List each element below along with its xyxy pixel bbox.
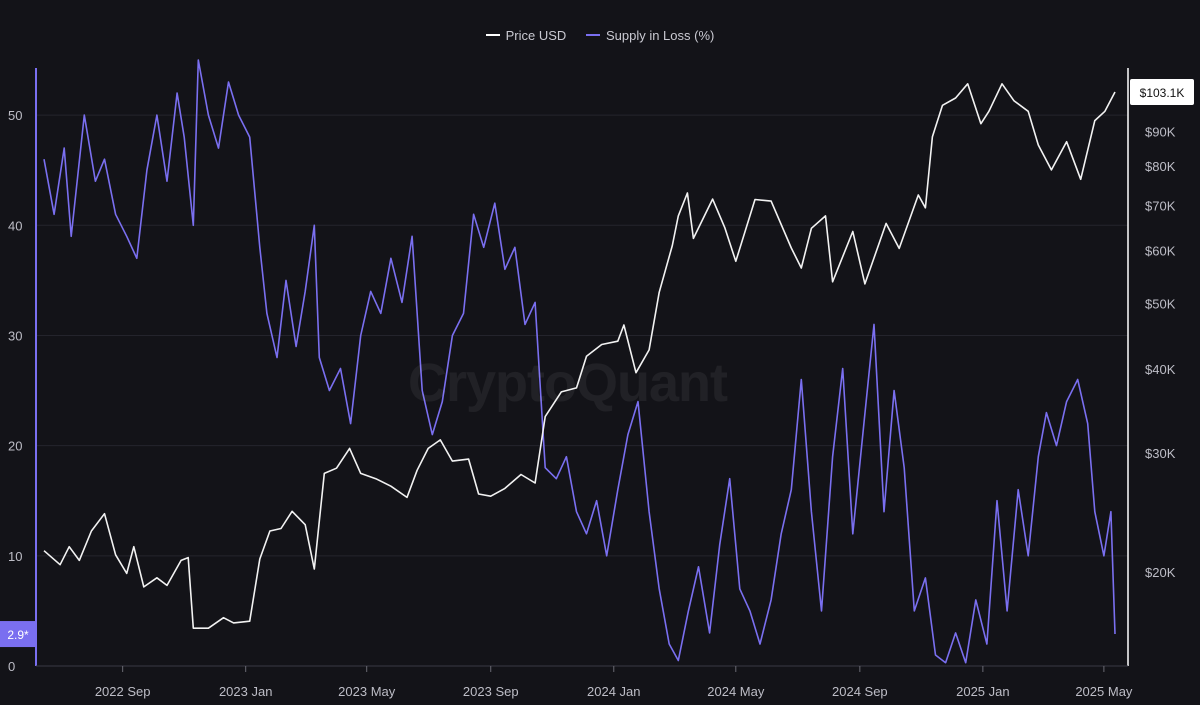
legend: Price USD Supply in Loss (%) [0,24,1200,43]
x-tick-label: 2025 Jan [956,684,1010,699]
x-tick-label: 2024 May [707,684,765,699]
left-tick-label: 20 [8,439,22,454]
x-tick-label: 2023 Sep [463,684,519,699]
series-layer [43,59,1116,664]
right-tick-label: $90K [1145,125,1176,140]
x-tick-label: 2023 May [338,684,396,699]
current-supply-badge [0,621,36,648]
current-price-label: $103.1K [1140,86,1185,100]
legend-label-supply: Supply in Loss (%) [605,27,715,43]
right-axis: $20K $30K $40K $50K $60K $70K $80K $90K [1127,68,1176,666]
x-axis: 2022 Sep 2023 Jan 2023 May 2023 Sep 2024 Jan… [36,665,1133,699]
current-price-badge [1130,78,1194,105]
right-tick-label: $30K [1145,446,1176,461]
right-tick-label: $60K [1145,243,1176,258]
left-tick-label: 10 [8,549,22,564]
watermark-logo: CryptoQuant [408,353,728,413]
series-line-supply-in-loss [43,59,1116,664]
left-tick-label: 50 [8,108,22,123]
legend-swatch-price [485,34,500,36]
left-tick-label: 30 [8,328,22,343]
left-axis: 0 10 20 30 40 50 [8,68,37,674]
left-tick-label: 40 [8,218,22,233]
x-tick-label: 2022 Sep [95,684,151,699]
right-tick-label: $40K [1145,362,1176,377]
legend-swatch-supply [585,34,600,36]
legend-item-price[interactable]: Price USD [485,27,567,43]
legend-item-supply[interactable]: Supply in Loss (%) [585,27,715,43]
grid-lines [36,114,1128,557]
x-tick-label: 2023 Jan [219,684,273,699]
x-tick-label: 2024 Jan [587,684,641,699]
value-badges: $103.1K 2.9* [0,78,1194,648]
x-tick-label: 2025 May [1075,684,1133,699]
right-tick-label: $70K [1145,198,1176,213]
right-tick-label: $20K [1145,565,1176,580]
right-tick-label: $80K [1145,159,1176,174]
x-tick-label: 2024 Sep [832,684,888,699]
series-line-price-usd [43,83,1116,630]
current-supply-label: 2.9* [7,628,29,642]
right-tick-label: $50K [1145,297,1176,312]
left-tick-label: 0 [8,659,15,674]
legend-label-price: Price USD [505,27,567,43]
